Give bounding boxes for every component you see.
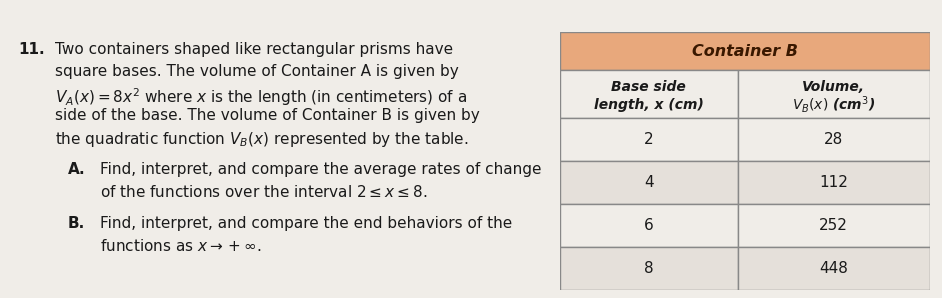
Text: Find, interpret, and compare the end behaviors of the: Find, interpret, and compare the end beh… bbox=[100, 216, 512, 231]
Text: A.: A. bbox=[68, 162, 86, 177]
Text: 448: 448 bbox=[820, 261, 848, 276]
Bar bbox=[738, 161, 930, 204]
Text: $V_A(x) = 8x^2$ where $x$ is the length (in centimeters) of a: $V_A(x) = 8x^2$ where $x$ is the length … bbox=[55, 86, 467, 108]
Bar bbox=[560, 70, 738, 118]
Text: side of the base. The volume of Container B is given by: side of the base. The volume of Containe… bbox=[55, 108, 479, 123]
Text: length, x (cm): length, x (cm) bbox=[593, 97, 704, 111]
Text: square bases. The volume of Container A is given by: square bases. The volume of Container A … bbox=[55, 64, 459, 79]
Bar bbox=[738, 247, 930, 290]
Text: 28: 28 bbox=[824, 132, 843, 147]
Text: the quadratic function $V_B(x)$ represented by the table.: the quadratic function $V_B(x)$ represen… bbox=[55, 130, 468, 149]
Bar bbox=[738, 70, 930, 118]
Text: 11.: 11. bbox=[18, 42, 44, 57]
Text: Find, interpret, and compare the average rates of change: Find, interpret, and compare the average… bbox=[100, 162, 542, 177]
Text: $V_B(x)$ (cm$^3$): $V_B(x)$ (cm$^3$) bbox=[792, 94, 875, 115]
Bar bbox=[560, 161, 738, 204]
Bar bbox=[738, 118, 930, 161]
Bar bbox=[560, 118, 738, 161]
Text: 6: 6 bbox=[644, 218, 654, 233]
Bar bbox=[560, 32, 930, 70]
Text: B.: B. bbox=[68, 216, 85, 231]
Text: Volume,: Volume, bbox=[803, 80, 866, 94]
Text: Container B: Container B bbox=[692, 44, 798, 58]
Bar bbox=[560, 204, 738, 247]
Bar bbox=[738, 204, 930, 247]
Text: 8: 8 bbox=[644, 261, 654, 276]
Text: 2: 2 bbox=[644, 132, 654, 147]
Text: Two containers shaped like rectangular prisms have: Two containers shaped like rectangular p… bbox=[55, 42, 453, 57]
Text: Base side: Base side bbox=[611, 80, 686, 94]
Text: of the functions over the interval $2 \leq x \leq 8$.: of the functions over the interval $2 \l… bbox=[100, 184, 428, 200]
Bar bbox=[560, 247, 738, 290]
Text: 112: 112 bbox=[820, 175, 848, 190]
Text: 252: 252 bbox=[820, 218, 848, 233]
Text: functions as $x \rightarrow +\infty$.: functions as $x \rightarrow +\infty$. bbox=[100, 238, 262, 254]
Text: 4: 4 bbox=[644, 175, 654, 190]
